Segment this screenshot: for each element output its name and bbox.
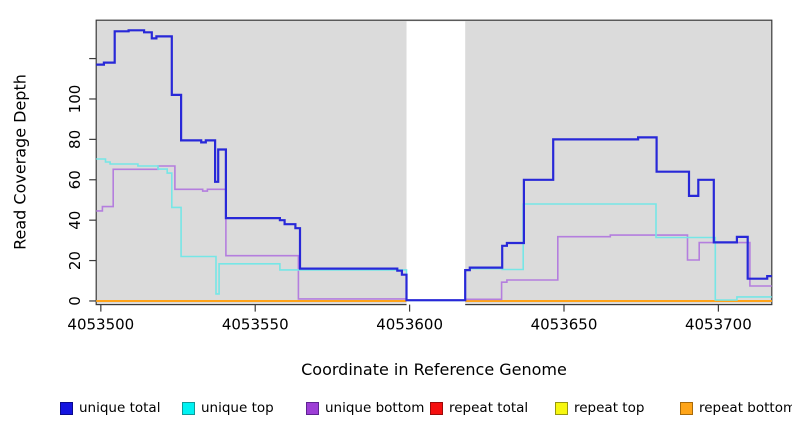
x-tick-label: 4053550 (222, 316, 289, 334)
legend-item-repeat-bottom: repeat bottom (680, 397, 792, 419)
series-line-unique-top (96, 158, 772, 302)
x-axis-title: Coordinate in Reference Genome (301, 360, 567, 379)
y-tick-label: 40 (66, 211, 84, 230)
legend-item-repeat-total: repeat total (430, 397, 528, 419)
legend-swatch-unique-total (60, 401, 73, 415)
x-tick-label: 4053650 (531, 316, 598, 334)
masked-region-band (406, 21, 466, 307)
legend-item-unique-bottom: unique bottom (306, 397, 424, 419)
legend-label: repeat total (449, 400, 529, 416)
legend-swatch-repeat-top (555, 401, 568, 415)
legend-item-unique-total: unique total (60, 397, 160, 419)
x-tick-label: 4053600 (376, 316, 443, 334)
x-tick-label: 4053700 (685, 316, 752, 334)
x-tick-label: 4053500 (67, 316, 134, 334)
legend-swatch-unique-top (182, 401, 195, 415)
legend: unique total unique top unique bottom repea… (0, 397, 792, 421)
legend-item-unique-top: unique top (182, 397, 274, 419)
legend-swatch-repeat-bottom (680, 401, 693, 415)
legend-label: repeat top (574, 400, 645, 416)
y-tick-label: 60 (66, 170, 84, 189)
y-tick-label: 80 (66, 130, 84, 149)
legend-swatch-unique-bottom (306, 401, 319, 415)
legend-swatch-repeat-total (430, 401, 443, 415)
legend-label: unique bottom (325, 400, 425, 416)
series-line-unique-total (96, 29, 772, 302)
legend-label: unique total (79, 400, 161, 416)
legend-label: unique top (201, 400, 274, 416)
legend-item-repeat-top: repeat top (555, 397, 644, 419)
y-tick-label: 20 (66, 251, 84, 270)
y-tick-label: 0 (66, 296, 84, 306)
y-axis-title: Read Coverage Depth (10, 74, 30, 250)
y-tick-label: 100 (66, 85, 84, 114)
legend-label: repeat bottom (699, 400, 792, 416)
